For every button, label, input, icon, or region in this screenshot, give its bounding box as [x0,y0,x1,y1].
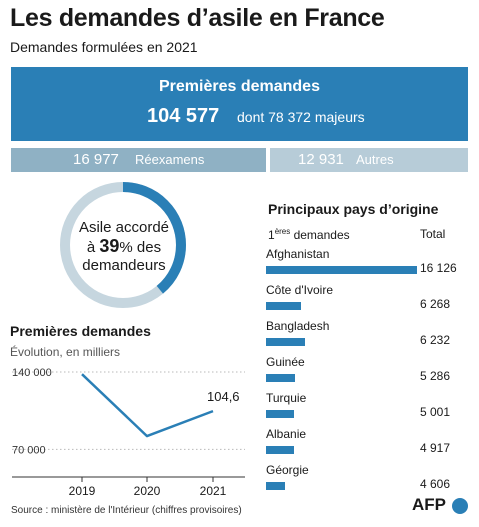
first-requests-label: Premières demandes [159,78,320,95]
source-note: Source : ministère de l'Intérieur (chiff… [11,505,242,516]
first-requests-panel: Premières demandes 104 577 dont 78 372 m… [11,67,468,141]
country-total: 6 232 [420,333,451,347]
country-total: 4 917 [420,441,451,455]
country-name: Géorgie [266,463,309,477]
page-title: Les demandes d’asile en France [10,4,385,32]
first-requests-total: 104 577 [147,105,220,127]
page-subtitle: Demandes formulées en 2021 [10,39,198,55]
country-name: Albanie [266,427,307,441]
country-bar [266,338,306,346]
asylum-granted-text: Asile accordé à 39% des demandeurs [58,219,190,275]
y-tick-label: 140 000 [12,367,52,379]
country-bar [266,446,294,454]
autres-value: 12 931 [298,151,344,168]
country-bar [266,374,296,382]
country-total: 16 126 [420,261,457,275]
x-tick-label: 2020 [134,484,161,498]
series-line [81,373,214,438]
autres-panel: 12 931 Autres [270,148,468,172]
country-name: Afghanistan [266,247,330,261]
country-name: Bangladesh [266,319,330,333]
country-bar [266,410,294,418]
countries-column-total: Total [420,227,446,241]
country-name: Côte d'Ivoire [266,283,333,297]
asylum-line1: Asile accordé [78,219,170,236]
country-name: Turquie [266,391,307,405]
country-total: 6 268 [420,297,451,311]
x-tick-label: 2019 [69,484,96,498]
reexamens-panel: 16 977 Réexamens [11,148,266,172]
afp-logo-icon [452,498,468,514]
country-bar [266,302,302,310]
asylum-percent: 39 [99,236,120,256]
data-label: 104,6 [207,389,240,404]
x-tick-label: 2021 [200,484,227,498]
country-total: 5 286 [420,369,451,383]
countries-title: Principaux pays d’origine [268,201,439,217]
reexamens-value: 16 977 [73,151,119,168]
country-total: 5 001 [420,405,451,419]
country-bar [266,482,285,490]
reexamens-label: Réexamens [135,152,205,167]
asylum-line3: demandeurs [82,257,166,274]
country-name: Guinée [266,355,305,369]
autres-label: Autres [356,152,394,167]
country-total: 4 606 [420,477,451,491]
chart-title: Premières demandes [10,323,151,339]
donut-granted-segment [60,182,186,308]
y-tick-label: 70 000 [12,444,46,456]
chart-subtitle: Évolution, en milliers [10,345,121,359]
countries-column-first: 1ères demandes [268,227,350,242]
first-requests-detail: dont 78 372 majeurs [237,109,365,125]
afp-logo-text: AFP [412,495,446,514]
asylum-line2: à 39% des [86,236,162,256]
country-bar [266,266,417,274]
